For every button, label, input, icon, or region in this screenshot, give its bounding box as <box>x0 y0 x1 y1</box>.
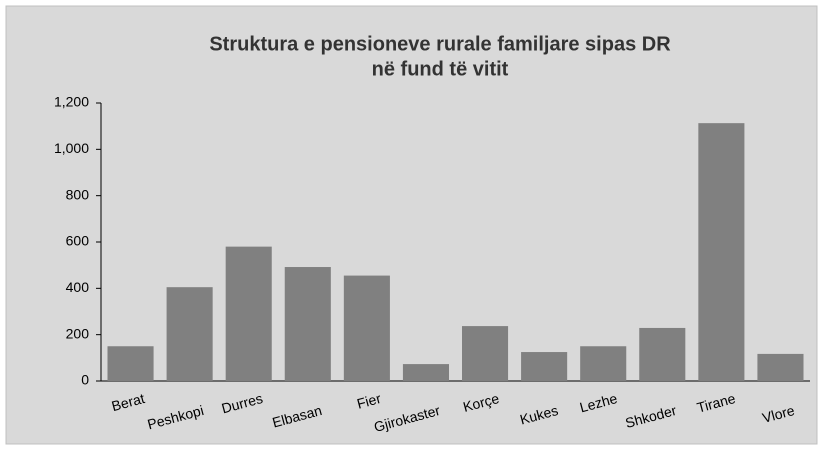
bar <box>757 353 804 381</box>
y-tick-label: 600 <box>66 233 90 249</box>
bar <box>343 275 390 381</box>
chart-subtitle: në fund të vitit <box>372 58 509 80</box>
chart-title: Struktura e pensioneve rurale familjare … <box>209 33 671 55</box>
bar <box>225 246 272 381</box>
bar <box>521 352 568 381</box>
bar <box>107 346 154 381</box>
y-tick-label: 800 <box>66 186 90 202</box>
bar <box>461 326 509 381</box>
x-tick-label: Fier <box>355 390 383 412</box>
y-tick-label: 1,200 <box>54 94 89 110</box>
y-tick-label: 0 <box>81 372 89 388</box>
bar <box>284 267 331 381</box>
bar <box>580 346 627 381</box>
bar <box>402 364 450 381</box>
y-tick-label: 1,000 <box>54 140 89 156</box>
bar <box>698 123 745 381</box>
y-tick-label: 400 <box>66 279 90 295</box>
bar <box>639 327 686 381</box>
bar <box>166 287 213 381</box>
y-tick-label: 200 <box>66 325 90 341</box>
